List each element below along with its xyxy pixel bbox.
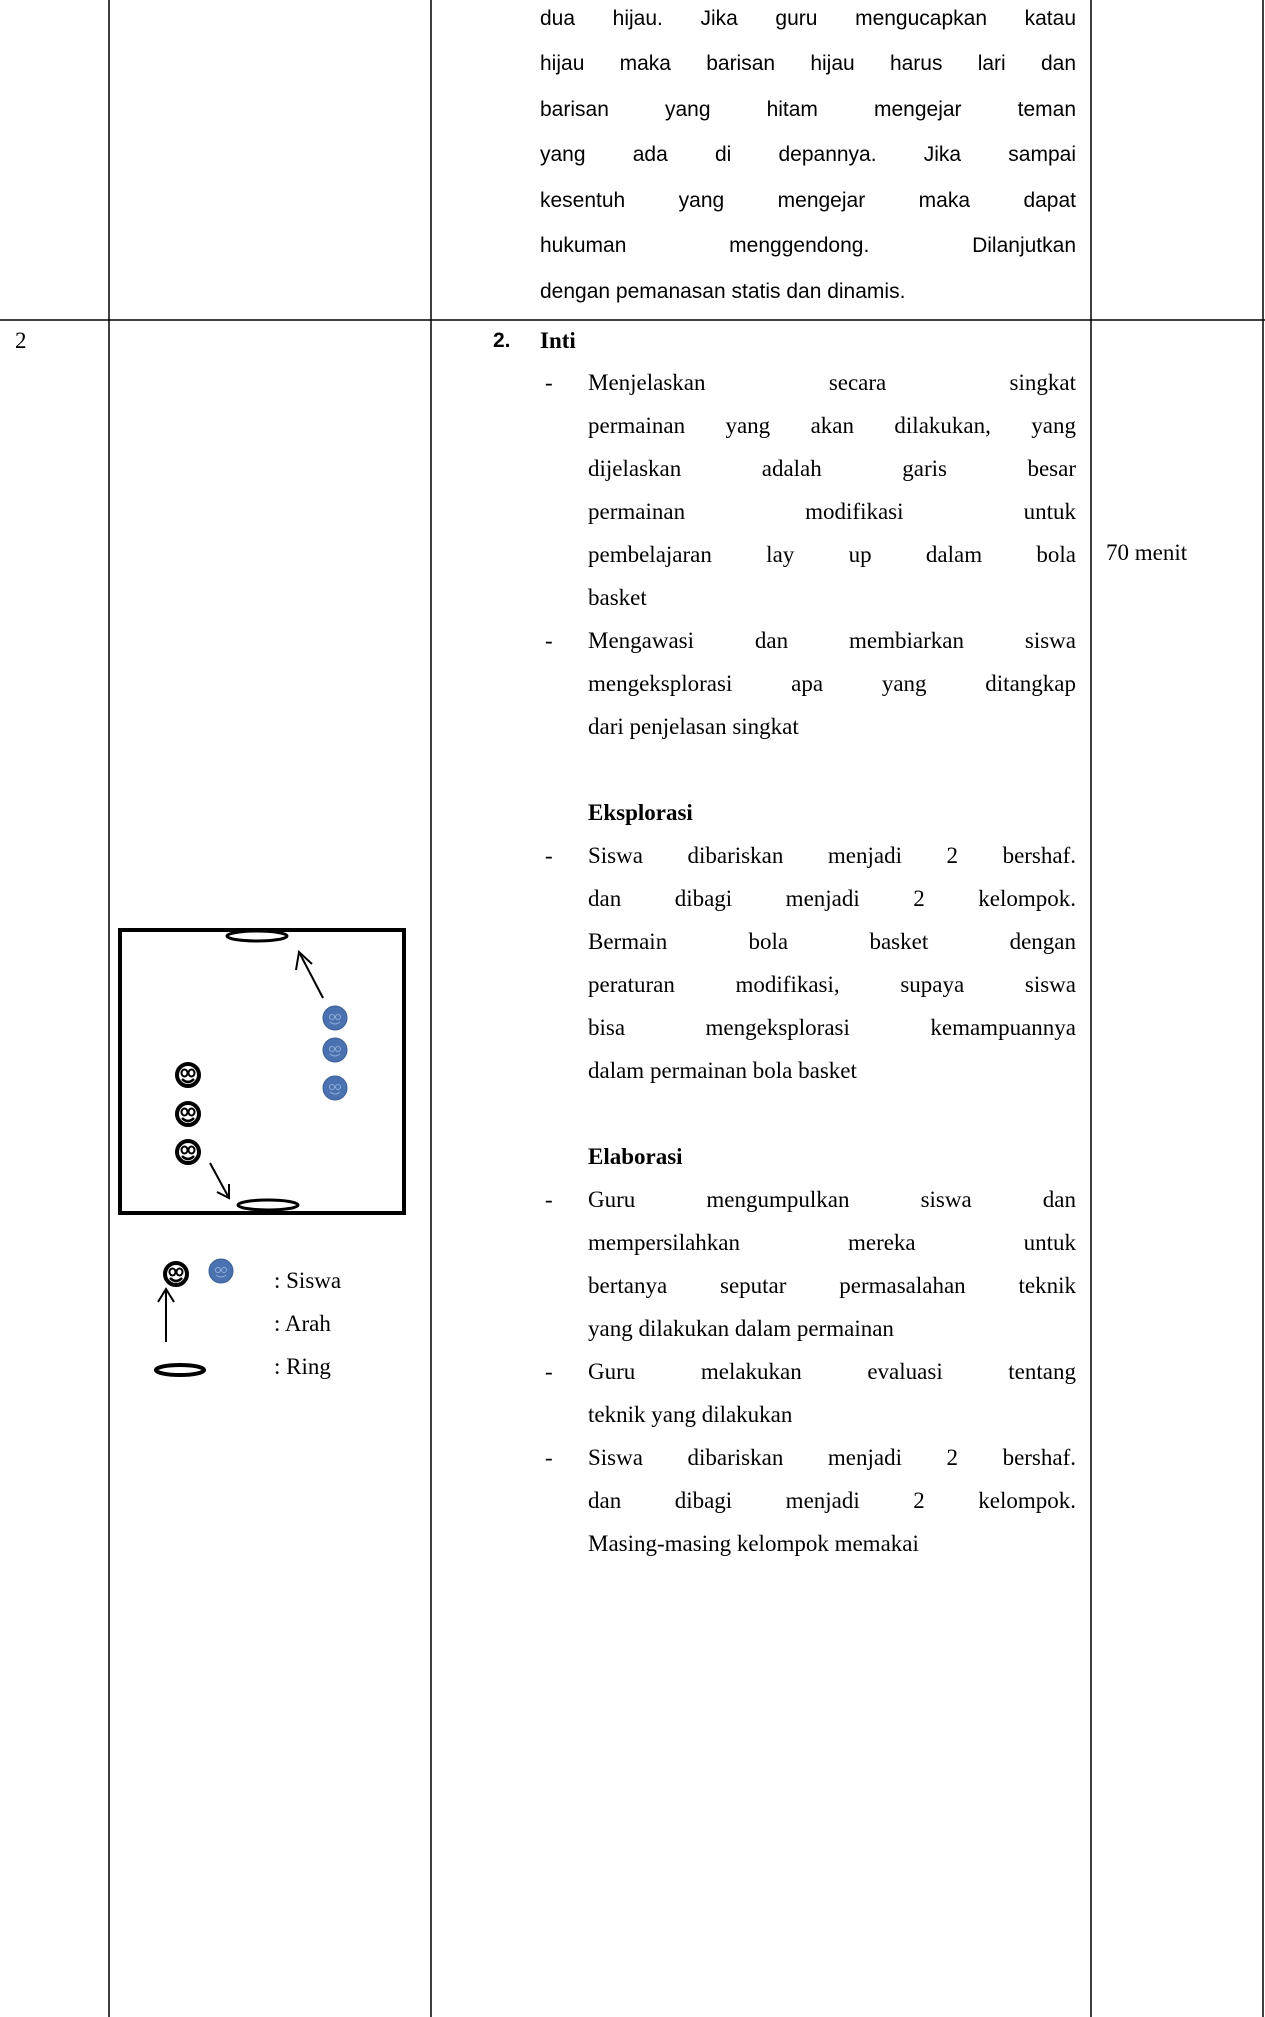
- text-line: yang dilakukan dalam permainan: [588, 1315, 894, 1341]
- text-line: Bermain bola basket dengan: [588, 928, 1076, 954]
- text-line: Masing-masing kelompok memakai: [588, 1530, 919, 1556]
- text-line: dari penjelasan singkat: [588, 713, 799, 739]
- text-line: bertanya seputar permasalahan teknik: [588, 1272, 1076, 1298]
- text-line: dijelaskan adalah garis besar: [588, 455, 1076, 481]
- legend-icon: [208, 1258, 234, 1284]
- bullet-dash: -: [545, 842, 553, 868]
- court: [118, 928, 406, 1215]
- text-line: pembelajaran lay up dalam bola: [588, 541, 1076, 567]
- text-line: dalam permainan bola basket: [588, 1057, 857, 1083]
- arrow: [209, 1162, 230, 1200]
- legend-label: : Arah: [274, 1310, 331, 1336]
- student-blue: [322, 1005, 348, 1031]
- text-line: hukuman menggendong. Dilanjutkan: [540, 234, 1076, 257]
- text-line: Guru melakukan evaluasi tentang: [588, 1358, 1076, 1384]
- bullet-dash: -: [545, 1186, 553, 1212]
- ring: [225, 929, 289, 943]
- text-line: Siswa dibariskan menjadi 2 bershaf.: [588, 1444, 1076, 1470]
- text-line: dan dibagi menjadi 2 kelompok.: [588, 885, 1076, 911]
- text-line: teknik yang dilakukan: [588, 1401, 793, 1427]
- text-line: permainan yang akan dilakukan, yang: [588, 412, 1076, 438]
- bullet-dash: -: [545, 627, 553, 653]
- text-line: Siswa dibariskan menjadi 2 bershaf.: [588, 842, 1076, 868]
- bullet-dash: -: [545, 369, 553, 395]
- text-line: mengeksplorasi apa yang ditangkap: [588, 670, 1076, 696]
- block-title: Eksplorasi: [588, 799, 693, 825]
- student-black: [175, 1139, 201, 1165]
- legend-label: : Ring: [274, 1353, 331, 1379]
- text-line: yang ada di depannya. Jika sampai: [540, 143, 1076, 166]
- bullet-dash: -: [545, 1358, 553, 1384]
- legend-icons: [154, 1258, 234, 1377]
- text-line: dua hijau. Jika guru mengucapkan katau: [540, 6, 1076, 30]
- text-line: peraturan modifikasi, supaya siswa: [588, 971, 1076, 997]
- student-black: [175, 1062, 201, 1088]
- row-number: 2: [15, 327, 27, 353]
- text-line: mempersilahkan mereka untuk: [588, 1229, 1076, 1255]
- text-line: Guru mengumpulkan siswa dan: [588, 1186, 1076, 1212]
- legend-icon: [157, 1287, 175, 1342]
- student-blue: [322, 1037, 348, 1063]
- arrow: [295, 950, 324, 999]
- text-line: Mengawasi dan membiarkan siswa: [588, 627, 1076, 653]
- text-line: permainan modifikasi untuk: [588, 498, 1076, 524]
- section-title: Inti: [540, 327, 576, 353]
- text-line: basket: [588, 584, 647, 610]
- text-line: kesentuh yang mengejar maka dapat: [540, 188, 1076, 212]
- student-black: [175, 1101, 201, 1127]
- court-diagram: [118, 928, 406, 1215]
- text-line: bisa mengeksplorasi kemampuannya: [588, 1014, 1076, 1040]
- legend-icon: [163, 1261, 189, 1287]
- text-line: Menjelaskan secara singkat: [588, 369, 1076, 395]
- student-blue: [322, 1075, 348, 1101]
- block-title: Elaborasi: [588, 1143, 683, 1169]
- text-line: barisan yang hitam mengejar teman: [540, 97, 1076, 121]
- duration: 70 menit: [1106, 539, 1188, 565]
- bullet-dash: -: [545, 1444, 553, 1470]
- text-line: hijau maka barisan hijau harus lari dan: [540, 52, 1076, 75]
- text-line: dan dibagi menjadi 2 kelompok.: [588, 1487, 1076, 1513]
- legend-label: : Siswa: [274, 1267, 342, 1293]
- legend-icon: [154, 1363, 206, 1377]
- text-line: dengan pemanasan statis dan dinamis.: [540, 279, 906, 303]
- section-number: 2.: [493, 328, 511, 352]
- ring: [236, 1198, 300, 1212]
